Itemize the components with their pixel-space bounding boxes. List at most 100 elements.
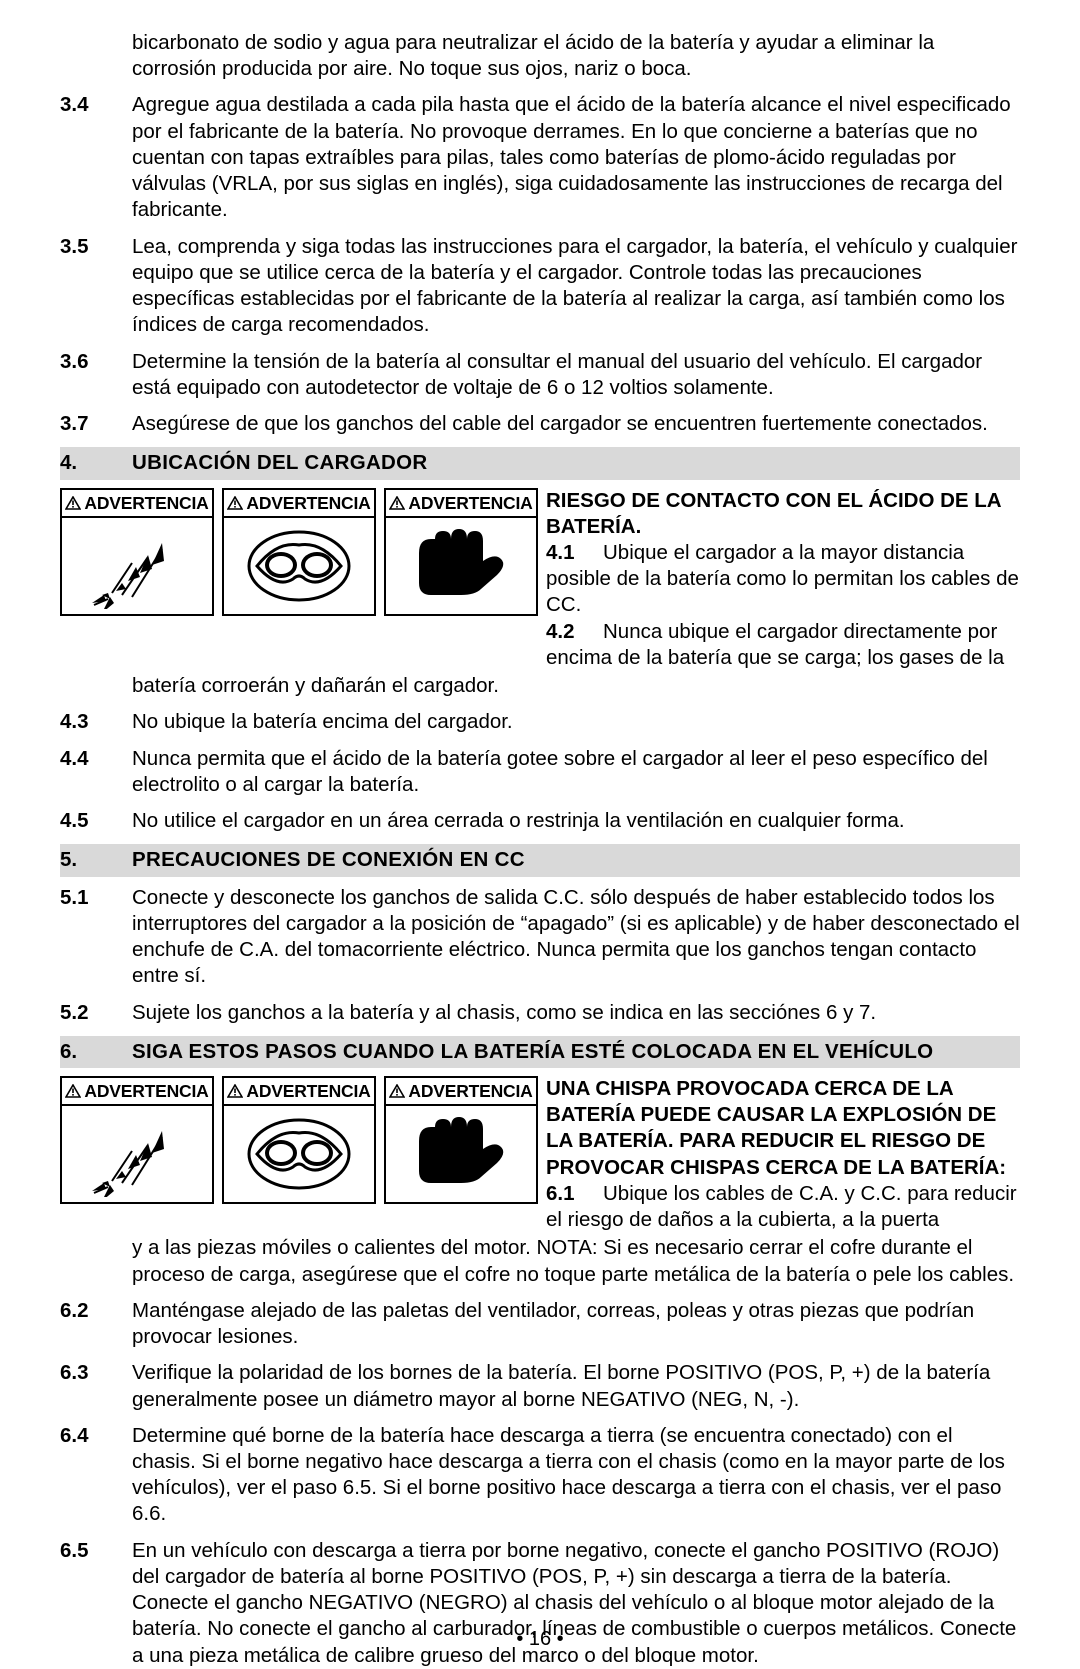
item-3-5: 3.5 Lea, comprenda y siga todas las inst… <box>60 234 1020 339</box>
section-4-warning-text: RIESGO DE CONTACTO CON EL ÁCIDO DE LA BA… <box>546 488 1020 672</box>
item-4-1: 4.1 Ubique el cargador a la mayor distan… <box>546 540 1020 619</box>
item-num <box>60 30 132 82</box>
item-text: Verifique la polaridad de los bornes de … <box>132 1360 1020 1412</box>
alert-triangle-icon <box>65 496 81 510</box>
warning-label-text: ADVERTENCIA <box>246 492 370 514</box>
glove-icon <box>386 518 536 614</box>
page-number: • 16 • <box>0 1628 1080 1651</box>
warning-box-goggles: ADVERTENCIA <box>222 1076 376 1204</box>
item-num: 6.3 <box>60 1360 132 1412</box>
warning-label: ADVERTENCIA <box>62 490 212 518</box>
explosion-icon <box>62 1106 212 1202</box>
item-num: 5.1 <box>60 885 132 990</box>
item-4-5: 4.5 No utilice el cargador en un área ce… <box>60 808 1020 834</box>
section-5-header: 5. PRECAUCIONES DE CONEXIÓN EN CC <box>60 844 1020 876</box>
warning-box-glove: ADVERTENCIA <box>384 1076 538 1204</box>
item-text: Determine qué borne de la batería hace d… <box>132 1423 1020 1528</box>
item-num: 6.1 <box>546 1182 575 1205</box>
item-num: 3.4 <box>60 92 132 223</box>
warning-label-text: ADVERTENCIA <box>408 492 532 514</box>
alert-triangle-icon <box>389 1084 405 1098</box>
item-num: 4.3 <box>60 709 132 735</box>
warning-label: ADVERTENCIA <box>224 1078 374 1106</box>
item-num: 4.4 <box>60 746 132 798</box>
item-text: Nunca ubique el cargador directamente po… <box>546 620 1004 669</box>
alert-triangle-icon <box>227 496 243 510</box>
item-6-1-cont: y a las piezas móviles o calientes del m… <box>60 1235 1020 1287</box>
warning-label: ADVERTENCIA <box>224 490 374 518</box>
alert-triangle-icon <box>65 1084 81 1098</box>
item-text: Determine la tensión de la batería al co… <box>132 349 1020 401</box>
item-text: Ubique los cables de C.A. y C.C. para re… <box>546 1182 1017 1231</box>
warning-box-explosion: ADVERTENCIA <box>60 488 214 616</box>
item-4-4: 4.4 Nunca permita que el ácido de la bat… <box>60 746 1020 798</box>
item-num <box>60 673 132 699</box>
goggles-icon <box>224 1106 374 1202</box>
warning-box-explosion: ADVERTENCIA <box>60 1076 214 1204</box>
warning-icons: ADVERTENCIA <box>60 1076 538 1204</box>
item-4-3: 4.3 No ubique la batería encima del carg… <box>60 709 1020 735</box>
item-text: Manténgase alejado de las paletas del ve… <box>132 1298 1020 1350</box>
item-6-2: 6.2 Manténgase alejado de las paletas de… <box>60 1298 1020 1350</box>
item-num: 6.4 <box>60 1423 132 1528</box>
section-title: UBICACIÓN DEL CARGADOR <box>132 450 1020 476</box>
item-num: 5.2 <box>60 1000 132 1026</box>
section-num: 6. <box>60 1039 132 1065</box>
item-text: Nunca permita que el ácido de la batería… <box>132 746 1020 798</box>
item-5-2: 5.2 Sujete los ganchos a la batería y al… <box>60 1000 1020 1026</box>
item-text: Asegúrese de que los ganchos del cable d… <box>132 411 1020 437</box>
item-6-3: 6.3 Verifique la polaridad de los bornes… <box>60 1360 1020 1412</box>
alert-triangle-icon <box>227 1084 243 1098</box>
section-num: 4. <box>60 450 132 476</box>
warning-icons: ADVERTENCIA <box>60 488 538 616</box>
goggles-icon <box>224 518 374 614</box>
item-num <box>60 1235 132 1287</box>
page-content: bicarbonato de sodio y agua para neutral… <box>60 30 1020 1669</box>
item-text: bicarbonato de sodio y agua para neutral… <box>132 30 1020 82</box>
section-6-warning-row: ADVERTENCIA <box>60 1076 1020 1233</box>
item-num: 4.2 <box>546 620 575 643</box>
section-title: SIGA ESTOS PASOS CUANDO LA BATERÍA ESTÉ … <box>132 1039 1020 1065</box>
warning-label: ADVERTENCIA <box>386 1078 536 1106</box>
item-text: Sujete los ganchos a la batería y al cha… <box>132 1000 1020 1026</box>
warning-label: ADVERTENCIA <box>386 490 536 518</box>
glove-icon <box>386 1106 536 1202</box>
item-6-4: 6.4 Determine qué borne de la batería ha… <box>60 1423 1020 1528</box>
warning-box-glove: ADVERTENCIA <box>384 488 538 616</box>
warning-box-goggles: ADVERTENCIA <box>222 488 376 616</box>
section-4-warn-heading: RIESGO DE CONTACTO CON EL ÁCIDO DE LA BA… <box>546 488 1020 540</box>
item-text: No utilice el cargador en un área cerrad… <box>132 808 1020 834</box>
item-num: 3.5 <box>60 234 132 339</box>
item-text: Lea, comprenda y siga todas las instrucc… <box>132 234 1020 339</box>
item-4-2-start: 4.2 Nunca ubique el cargador directament… <box>546 619 1020 671</box>
warning-label: ADVERTENCIA <box>62 1078 212 1106</box>
item-num: 6.2 <box>60 1298 132 1350</box>
item-3-4: 3.4 Agregue agua destilada a cada pila h… <box>60 92 1020 223</box>
warning-label-text: ADVERTENCIA <box>84 492 208 514</box>
item-text: No ubique la batería encima del cargador… <box>132 709 1020 735</box>
section-6-warning-text: UNA CHISPA PROVOCADA CERCA DE LA BATERÍA… <box>546 1076 1020 1233</box>
alert-triangle-icon <box>389 496 405 510</box>
item-5-1: 5.1 Conecte y desconecte los ganchos de … <box>60 885 1020 990</box>
warning-label-text: ADVERTENCIA <box>84 1080 208 1102</box>
section-4-header: 4. UBICACIÓN DEL CARGADOR <box>60 447 1020 479</box>
item-continuation: bicarbonato de sodio y agua para neutral… <box>60 30 1020 82</box>
item-num: 4.5 <box>60 808 132 834</box>
warning-label-text: ADVERTENCIA <box>408 1080 532 1102</box>
section-6-warn-heading: UNA CHISPA PROVOCADA CERCA DE LA BATERÍA… <box>546 1076 1020 1181</box>
item-text: Agregue agua destilada a cada pila hasta… <box>132 92 1020 223</box>
warning-label-text: ADVERTENCIA <box>246 1080 370 1102</box>
section-num: 5. <box>60 847 132 873</box>
item-num: 3.6 <box>60 349 132 401</box>
section-4-warning-row: ADVERTENCIA <box>60 488 1020 672</box>
item-text: Conecte y desconecte los ganchos de sali… <box>132 885 1020 990</box>
item-text: Ubique el cargador a la mayor distancia … <box>546 541 1019 616</box>
item-text: y a las piezas móviles o calientes del m… <box>132 1235 1020 1287</box>
item-num: 3.7 <box>60 411 132 437</box>
item-6-1-start: 6.1 Ubique los cables de C.A. y C.C. par… <box>546 1181 1020 1233</box>
section-6-header: 6. SIGA ESTOS PASOS CUANDO LA BATERÍA ES… <box>60 1036 1020 1068</box>
item-num: 4.1 <box>546 541 575 564</box>
item-text: batería corroerán y dañarán el cargador. <box>132 673 1020 699</box>
item-3-7: 3.7 Asegúrese de que los ganchos del cab… <box>60 411 1020 437</box>
item-3-6: 3.6 Determine la tensión de la batería a… <box>60 349 1020 401</box>
